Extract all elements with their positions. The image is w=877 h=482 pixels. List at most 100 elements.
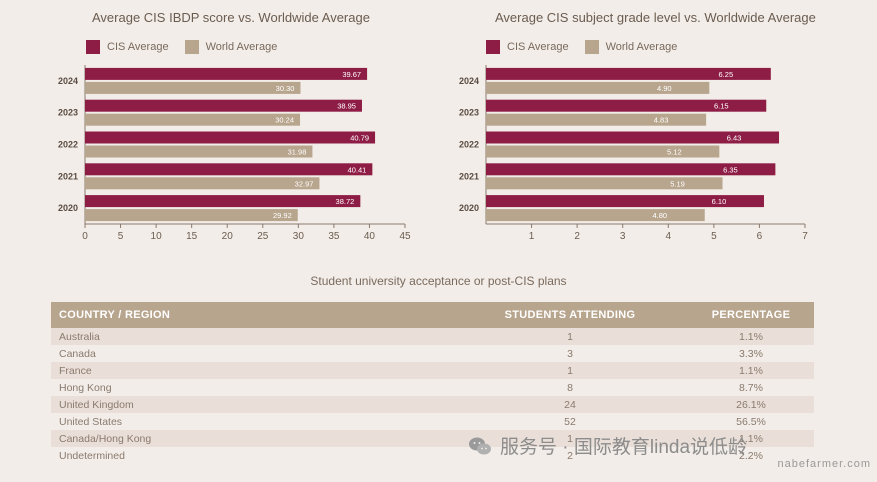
data-label-cis: 40.41 — [348, 165, 367, 174]
ibdp-score-chart: 0 5 10 15 20 25 30 35 40 45 2024 39.67 30.30 2023 38.9… — [58, 65, 411, 242]
x-tick-label: 30 — [293, 231, 305, 242]
x-tick-label: 5 — [118, 231, 124, 242]
subject-grade-chart: 1 2 3 4 5 6 7 2024 6.25 4.90 2023 6.15 4.83 2022 6.43 5… — [459, 65, 808, 242]
data-label-world: 5.19 — [670, 179, 685, 188]
y-tick-label: 2020 — [459, 203, 479, 213]
bar-world — [486, 113, 707, 126]
data-label-world: 4.90 — [657, 84, 672, 93]
data-label-world: 29.92 — [273, 211, 292, 220]
y-tick-label: 2024 — [58, 76, 78, 86]
legend-label-cis: CIS Average — [107, 41, 169, 53]
cell-students: 2 — [452, 447, 688, 464]
bar-cis — [486, 99, 767, 112]
y-tick-label: 2021 — [58, 171, 78, 181]
y-tick-label: 2021 — [459, 171, 479, 181]
watermark-url: nabefarmer.com — [777, 458, 871, 470]
bar-cis — [85, 131, 376, 144]
bar-world — [486, 177, 723, 190]
data-label-world: 4.83 — [654, 116, 669, 125]
cell-country: Australia — [51, 328, 452, 345]
bar-cis — [486, 67, 771, 80]
x-tick-label: 7 — [802, 231, 808, 242]
cell-country: United States — [51, 413, 452, 430]
cell-percentage: 26.1% — [688, 396, 814, 413]
y-tick-label: 2024 — [459, 76, 479, 86]
legend-label-world: World Average — [205, 41, 278, 53]
cell-percentage: 1.1% — [688, 362, 814, 379]
x-tick-label: 3 — [620, 231, 626, 242]
watermark-text: 服务号 · 国际教育linda说低龄 — [500, 437, 748, 458]
x-tick-label: 35 — [328, 231, 340, 242]
x-tick-label: 5 — [711, 231, 717, 242]
data-label-cis: 6.15 — [714, 102, 729, 111]
x-tick-label: 40 — [364, 231, 376, 242]
header-students: STUDENTS ATTENDING — [452, 302, 688, 328]
data-label-cis: 38.95 — [337, 102, 356, 111]
cell-country: Canada/Hong Kong — [51, 430, 452, 447]
university-table: COUNTRY / REGION STUDENTS ATTENDING PERC… — [51, 302, 814, 464]
wechat-icon — [469, 437, 491, 454]
bar-cis — [486, 131, 780, 144]
table-row: Canada 3 3.3% — [51, 345, 814, 362]
data-label-cis: 6.43 — [727, 134, 742, 143]
bar-world — [486, 81, 710, 94]
legend-swatch-world — [584, 40, 599, 54]
cell-students: 8 — [452, 379, 688, 396]
data-label-cis: 40.79 — [350, 134, 369, 143]
x-tick-label: 4 — [666, 231, 672, 242]
table-row: Hong Kong 8 8.7% — [51, 379, 814, 396]
legend-item-cis: CIS Average — [486, 40, 569, 54]
y-tick-label: 2022 — [58, 140, 78, 150]
y-tick-label: 2022 — [459, 140, 479, 150]
legend-label-cis: CIS Average — [507, 41, 569, 53]
table-row: Undetermined 2 2.2% — [51, 447, 814, 464]
bar-cis — [85, 99, 362, 112]
cell-percentage: 2.2% — [688, 447, 814, 464]
data-label-world: 30.30 — [276, 84, 295, 93]
chart-title-subject: Average CIS subject grade level vs. Worl… — [495, 10, 816, 25]
table-row: United States 52 56.5% — [51, 413, 814, 430]
header-percentage: PERCENTAGE — [688, 302, 814, 328]
cell-students: 1 — [452, 362, 688, 379]
bar-world — [85, 145, 313, 158]
x-tick-label: 25 — [257, 231, 269, 242]
cell-percentage: 8.7% — [688, 379, 814, 396]
legend-item-world: World Average — [584, 40, 678, 54]
cell-students: 1 — [452, 430, 688, 447]
bar-world — [85, 177, 320, 190]
bar-cis — [85, 195, 361, 208]
cell-students: 1 — [452, 328, 688, 345]
data-label-cis: 6.25 — [719, 70, 734, 79]
x-tick-label: 6 — [757, 231, 763, 242]
y-tick-label: 2020 — [58, 203, 78, 213]
watermark: 服务号 · 国际教育linda说低龄 — [468, 432, 747, 459]
bar-cis — [486, 195, 764, 208]
data-label-cis: 38.72 — [336, 197, 355, 206]
y-tick-label: 2023 — [58, 108, 78, 118]
chart-title-ibdp: Average CIS IBDP score vs. Worldwide Ave… — [92, 10, 370, 25]
data-label-cis: 6.35 — [723, 165, 738, 174]
cell-students: 3 — [452, 345, 688, 362]
bar-world — [85, 209, 298, 222]
legend-label-world: World Average — [605, 41, 678, 53]
bar-world — [85, 81, 301, 94]
table-title: Student university acceptance or post-CI… — [310, 274, 567, 288]
data-label-world: 30.24 — [275, 116, 294, 125]
data-label-world: 5.12 — [667, 148, 682, 157]
table-header-row: COUNTRY / REGION STUDENTS ATTENDING PERC… — [51, 302, 814, 328]
table-row: United Kingdom 24 26.1% — [51, 396, 814, 413]
data-label-cis: 6.10 — [712, 197, 727, 206]
cell-students: 52 — [452, 413, 688, 430]
cell-percentage: 1.1% — [688, 328, 814, 345]
cell-country: Hong Kong — [51, 379, 452, 396]
bar-cis — [486, 163, 776, 176]
legend-swatch-world — [184, 40, 199, 54]
bar-world — [85, 113, 301, 126]
x-tick-label: 15 — [186, 231, 198, 242]
table-row: Canada/Hong Kong 1 1.1% — [51, 430, 814, 447]
cell-country: Canada — [51, 345, 452, 362]
legend-swatch-cis — [86, 40, 100, 54]
cell-percentage: 3.3% — [688, 345, 814, 362]
bar-world — [486, 145, 720, 158]
legend-subject: CIS Average World Average — [486, 40, 693, 54]
